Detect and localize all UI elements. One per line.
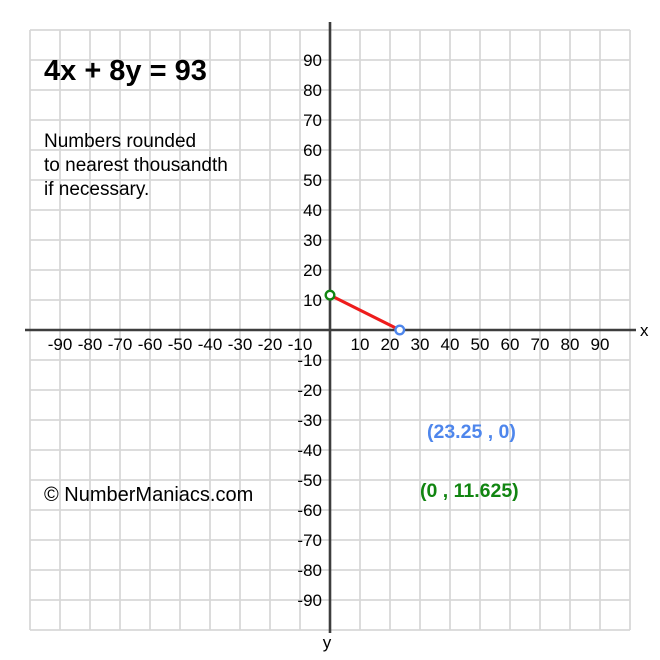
x-tick-label: -10 [288,335,313,354]
x-tick-label: -30 [228,335,253,354]
x-tick-label: -90 [48,335,73,354]
x-tick-label: -50 [168,335,193,354]
x-tick-label: 60 [501,335,520,354]
x-tick-label: 70 [531,335,550,354]
y-tick-label: 60 [303,141,322,160]
y-tick-label: 10 [303,291,322,310]
x-tick-label: -80 [78,335,103,354]
y-tick-label: -60 [297,501,322,520]
x-tick-label: 40 [441,335,460,354]
y-tick-label: -50 [297,471,322,490]
y-intercept-point [324,289,336,301]
x-axis-name: x [640,321,649,340]
y-tick-label: -80 [297,561,322,580]
y-tick-label: 30 [303,231,322,250]
watermark: © NumberManiacs.com [44,484,254,506]
x-intercept-label: (23.25 , 0) [427,421,516,443]
x-intercept-point [394,324,406,336]
x-tick-label: 10 [351,335,370,354]
y-tick-label: 40 [303,201,322,220]
x-tick-label: -40 [198,335,223,354]
y-tick-label: 90 [303,51,322,70]
x-tick-label: 50 [471,335,490,354]
y-axis-name: y [323,633,332,652]
y-tick-label: -70 [297,531,322,550]
y-tick-label: -40 [297,441,322,460]
y-tick-label: -90 [297,591,322,610]
y-tick-label: 80 [303,81,322,100]
y-tick-label: -10 [297,351,322,370]
x-tick-label: -20 [258,335,283,354]
y-intercept-label: (0 , 11.625) [420,480,519,502]
y-tick-label: 70 [303,111,322,130]
equation-title: 4x + 8y = 93 [44,55,207,87]
y-tick-label: 20 [303,261,322,280]
y-tick-label: -20 [297,381,322,400]
x-tick-label: -60 [138,335,163,354]
y-tick-label: -30 [297,411,322,430]
x-tick-label: -70 [108,335,133,354]
x-tick-label: 20 [381,335,400,354]
y-tick-label: 50 [303,171,322,190]
rounding-note: Numbers rounded to nearest thousandth if… [44,131,228,200]
x-tick-label: 90 [591,335,610,354]
x-tick-label: 80 [561,335,580,354]
x-tick-label: 30 [411,335,430,354]
tick-labels: -90 -80 -70 -60 -50 -40 -30 -20 -10 10 20 30 40 50 60 7… [48,51,610,610]
plotted-line [329,293,401,332]
